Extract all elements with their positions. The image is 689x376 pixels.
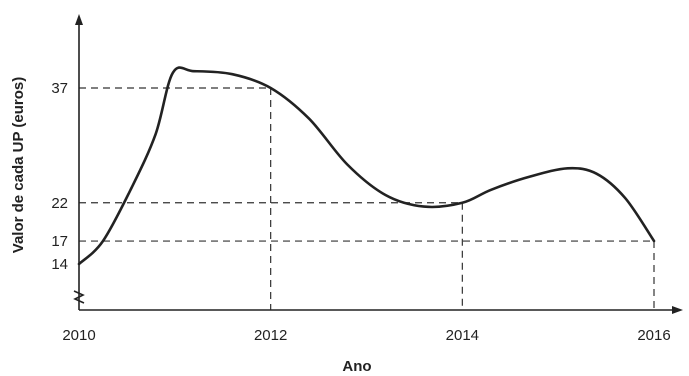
x-tick-label-2014: 2014 [446, 327, 479, 344]
y-tick-label-37: 37 [51, 80, 68, 97]
y-axis-arrow-icon [75, 14, 83, 25]
y-tick-label-17: 17 [51, 233, 68, 250]
guide-lines [79, 87, 655, 310]
axes [73, 14, 683, 314]
x-tick-label-2012: 2012 [254, 327, 287, 344]
x-tick-label-2010: 2010 [62, 327, 95, 344]
x-tick-label-2016: 2016 [637, 327, 670, 344]
y-tick-label-22: 22 [51, 195, 68, 212]
y-axis-title: Valor de cada UP (euros) [10, 77, 27, 253]
series-line [77, 66, 656, 266]
y-tick-label-14: 14 [51, 256, 68, 273]
tick-labels: 14 17 22 37 2010 2012 2014 2016 [51, 80, 670, 344]
y-axis-break-icon [73, 290, 85, 304]
x-axis-title: Ano [342, 358, 371, 375]
x-axis-arrow-icon [672, 306, 683, 314]
